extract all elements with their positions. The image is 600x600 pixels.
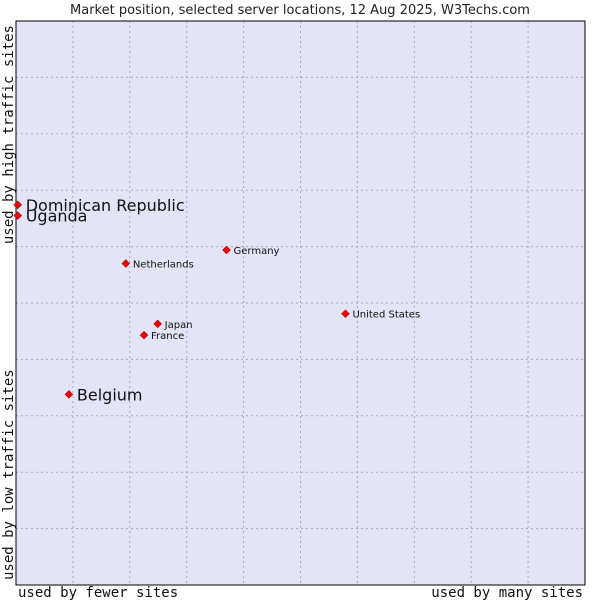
y-axis-label-top: used by high traffic sites	[1, 25, 17, 244]
y-axis-label-bottom: used by low traffic sites	[1, 369, 17, 580]
point-label-france: France	[151, 331, 184, 342]
grid-lines	[16, 21, 585, 585]
point-label-japan: Japan	[164, 320, 193, 331]
point-france	[139, 330, 149, 340]
point-label-netherlands: Netherlands	[133, 260, 194, 271]
point-netherlands	[121, 259, 131, 268]
point-label-belgium: Belgium	[77, 385, 143, 404]
point-label-dominican-republic: Dominican Republic	[26, 196, 185, 215]
x-axis-label-right: used by many sites	[431, 585, 583, 600]
point-dominican-republic	[13, 200, 23, 210]
point-label-united-states: United States	[352, 310, 420, 321]
chart-title: Market position, selected server locatio…	[70, 3, 530, 18]
x-axis-label-left: used by fewer sites	[18, 585, 178, 600]
point-label-germany: Germany	[234, 246, 280, 257]
point-label-uganda: Uganda	[26, 207, 88, 226]
point-germany	[222, 245, 231, 255]
plot-border	[15, 20, 586, 586]
point-belgium	[64, 390, 74, 399]
point-japan	[153, 319, 163, 329]
point-united-states	[341, 309, 350, 319]
point-uganda	[13, 211, 23, 220]
